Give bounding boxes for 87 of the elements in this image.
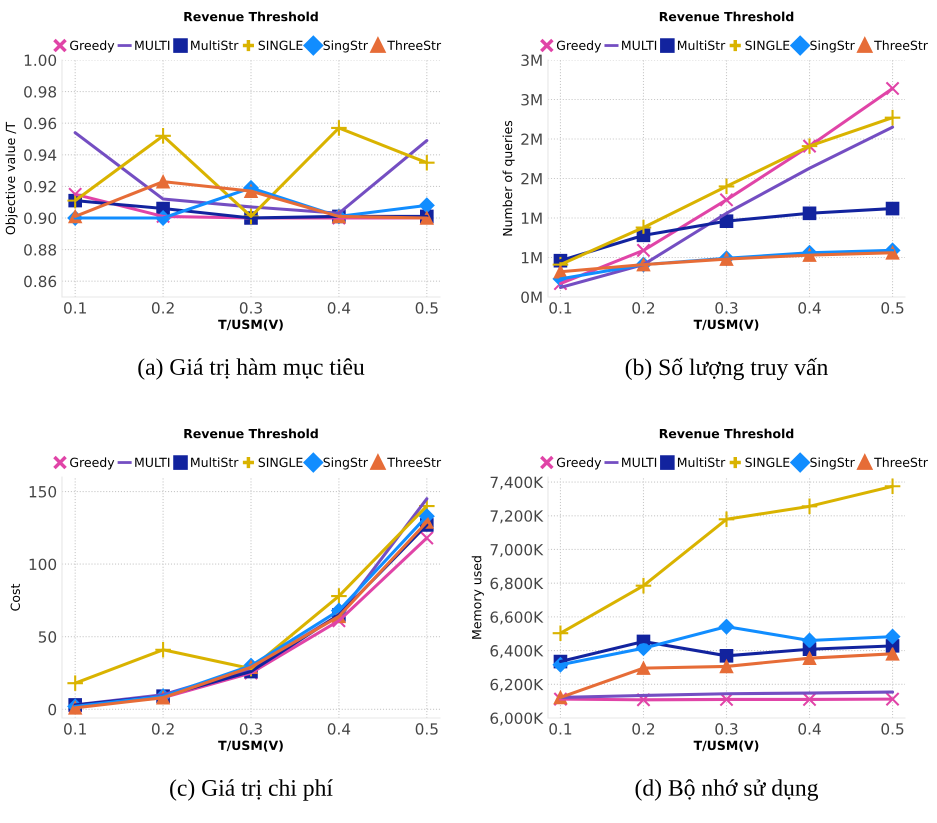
legend-label: MULTI [622, 40, 656, 50]
y-tick-label: 100 [30, 558, 56, 570]
y-tick-label: 6,800K [490, 578, 544, 591]
x-tick-label: 0.4 [798, 302, 821, 314]
legend-label: SingStr [810, 40, 855, 52]
x-tick-label: 0.4 [328, 723, 350, 735]
y-tick-label: 3M [521, 54, 542, 66]
chart-title: Revenue Threshold [184, 12, 318, 22]
x-axis-title: T/USM(V) [694, 319, 758, 331]
legend-label: SingStr [324, 40, 368, 52]
y-tick-label: 0 [48, 704, 56, 716]
text: (c) Giá trị chi phí [170, 779, 333, 801]
legend-label: SINGLE [258, 40, 303, 50]
y-tick-label: 1M [522, 252, 542, 264]
x-axis-title: T/USM(V) [218, 319, 283, 331]
x-tick-label: 0.3 [240, 723, 262, 735]
y-tick-label: 3M [521, 94, 542, 106]
legend-label: ThreeStr [387, 457, 442, 468]
y-tick-label: 0.92 [24, 180, 56, 192]
y-tick-label: 0.88 [24, 244, 56, 256]
legend-label: MultiStr [678, 40, 726, 50]
y-axis-title: Objective value /T [5, 122, 18, 234]
legend-label: MultiStr [191, 457, 238, 468]
y-tick-label: 7,400K [490, 476, 544, 490]
x-tick-label: 0.2 [152, 723, 174, 735]
y-tick-label: 6,600K [490, 611, 544, 624]
legend-label: ThreeStr [874, 457, 928, 468]
x-tick-label: 0.1 [64, 723, 86, 735]
x-tick-label: 0.2 [632, 302, 654, 314]
y-tick-label: 1.00 [24, 54, 56, 66]
x-tick-label: 0.5 [881, 723, 904, 735]
x-tick-label: 0.1 [64, 302, 86, 314]
legend-label: MultiStr [678, 457, 726, 468]
x-tick-label: 0.1 [549, 723, 572, 735]
legend-label: Greedy [70, 457, 114, 470]
y-tick-label: 0.94 [24, 149, 56, 161]
legend-label: MultiStr [191, 40, 238, 50]
x-tick-label: 0.5 [416, 302, 438, 314]
y-tick-label: 0.98 [24, 86, 56, 98]
x-axis-title: T/USM(V) [218, 740, 283, 752]
legend-label: MULTI [622, 458, 656, 468]
y-tick-label: 6,200K [490, 678, 544, 692]
y-tick-label: 7,200K [490, 510, 544, 524]
legend-label: ThreeStr [874, 40, 928, 50]
text: (b) Số lượng truy vấn [626, 358, 828, 380]
x-tick-label: 0.4 [798, 723, 821, 735]
legend-label: SINGLE [258, 458, 303, 468]
legend-label: MULTI [135, 40, 170, 50]
y-tick-label: 0.90 [24, 212, 56, 224]
y-tick-label: 2M [521, 172, 542, 184]
y-axis-title: Memory used [472, 556, 484, 639]
x-tick-label: 0.5 [881, 302, 904, 314]
legend-label: Greedy [70, 40, 114, 52]
y-tick-label: 7,000K [490, 544, 544, 558]
x-tick-label: 0.3 [715, 302, 738, 314]
x-tick-label: 0.3 [715, 723, 738, 735]
x-tick-label: 0.3 [240, 302, 262, 314]
y-axis-title: Number of queries [502, 120, 515, 236]
chart-title: Revenue Threshold [660, 12, 794, 22]
legend-label: Greedy [556, 40, 602, 52]
y-tick-label: 0M [521, 291, 542, 304]
legend-label: MULTI [135, 458, 170, 468]
x-axis-title: T/USM(V) [694, 740, 758, 752]
y-tick-label: 6,000K [490, 712, 544, 726]
y-axis-title: Cost [10, 584, 20, 611]
text: (d) Bộ nhớ sử dụng [636, 779, 818, 801]
x-tick-label: 0.5 [416, 723, 438, 735]
y-tick-label: 150 [30, 486, 56, 498]
y-tick-label: 6,400K [490, 645, 544, 658]
x-tick-label: 0.2 [152, 302, 174, 314]
x-tick-label: 0.1 [549, 302, 572, 314]
legend-label: SINGLE [745, 458, 790, 468]
y-tick-label: 0.96 [24, 118, 56, 130]
legend-label: Greedy [556, 457, 602, 470]
x-tick-label: 0.2 [632, 723, 654, 735]
legend-label: ThreeStr [387, 40, 442, 50]
chart-title: Revenue Threshold [184, 428, 318, 438]
y-tick-label: 1M [522, 212, 542, 224]
legend-label: SingStr [810, 457, 855, 470]
text: (a) Giá trị hàm mục tiêu [138, 358, 364, 380]
y-tick-label: 50 [38, 631, 56, 643]
legend-label: SingStr [324, 457, 368, 470]
x-tick-label: 0.4 [328, 302, 350, 314]
y-tick-label: 0.86 [24, 276, 56, 288]
legend-label: SINGLE [745, 40, 790, 50]
y-tick-label: 2M [521, 133, 542, 145]
chart-title: Revenue Threshold [660, 428, 794, 438]
